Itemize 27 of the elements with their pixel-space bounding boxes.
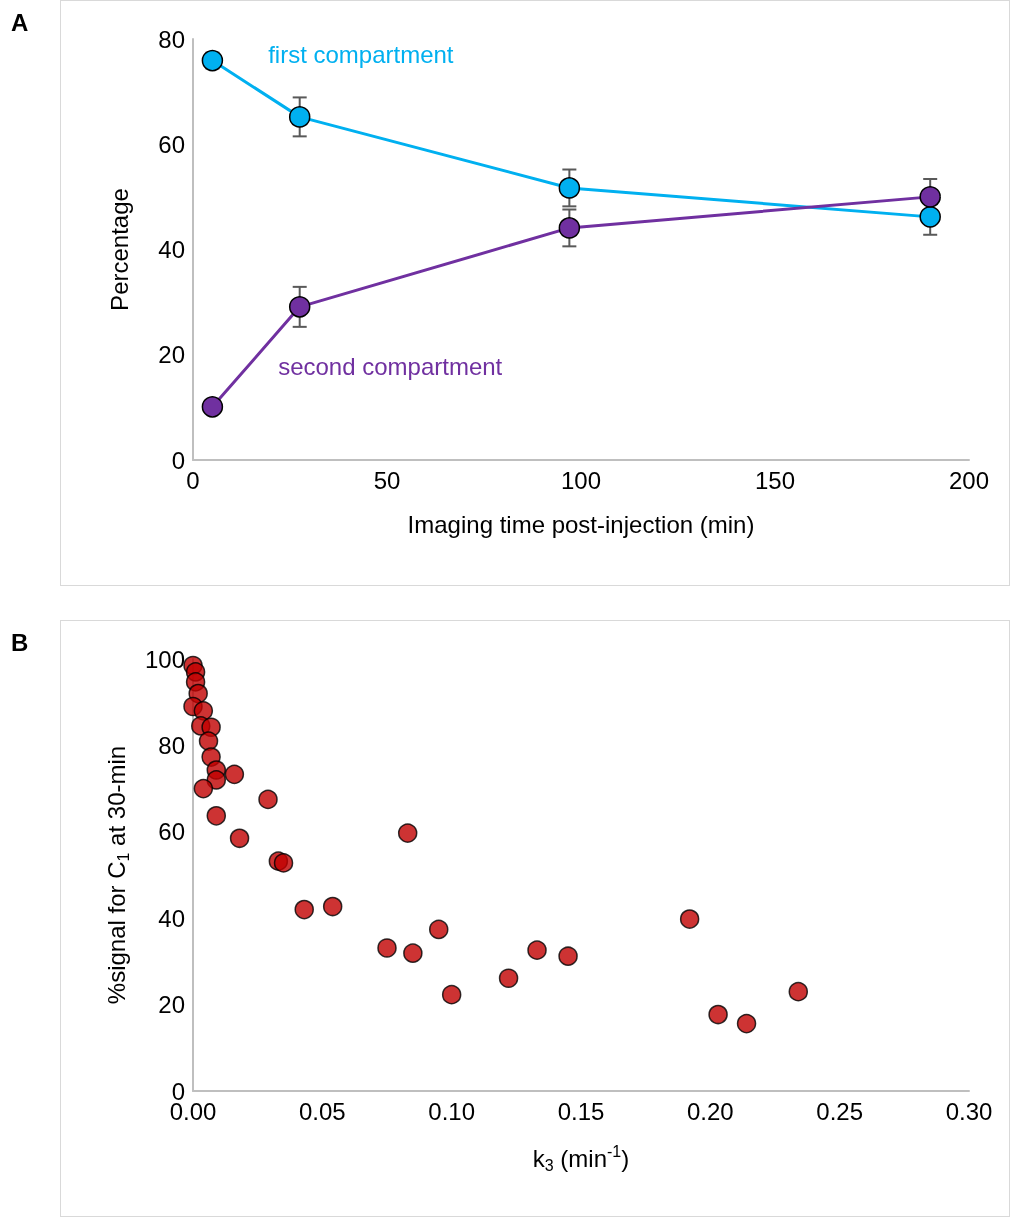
y-tick-label: 40: [158, 236, 185, 263]
x-tick-label: 100: [560, 466, 602, 494]
y-axis-title: %signal for C1 at 30-min: [102, 745, 132, 1005]
series-label: second compartment: [278, 353, 503, 381]
series-label: first compartment: [268, 41, 454, 69]
y-tick-label: 60: [158, 818, 185, 846]
x-tick-label: 0.20: [686, 1097, 734, 1125]
x-tick-label: 0.15: [557, 1097, 605, 1125]
x-axis-title: Imaging time post-injection (min): [407, 510, 755, 538]
x-tick-label: 0.25: [816, 1097, 864, 1125]
chart-title: B: [11, 629, 29, 657]
x-tick-label: 50: [373, 466, 401, 494]
x-tick-label: 150: [754, 466, 796, 494]
y-tick-label: 20: [158, 991, 185, 1019]
y-tick-label: 60: [158, 130, 185, 158]
y-tick-label: 0: [171, 446, 185, 474]
chart-title: A: [11, 9, 29, 37]
x-tick-label: 0.05: [298, 1097, 346, 1125]
x-tick-label: 0.10: [428, 1097, 476, 1125]
y-tick-label: 40: [158, 904, 185, 932]
y-axis-title: Percentage: [105, 188, 133, 311]
x-tick-label: 0.30: [945, 1097, 993, 1125]
y-tick-label: 20: [158, 341, 185, 369]
y-tick-label: 80: [158, 731, 185, 759]
y-tick-label: 80: [158, 25, 185, 53]
y-tick-label: 100: [144, 645, 185, 673]
x-tick-label: 200: [948, 466, 990, 494]
